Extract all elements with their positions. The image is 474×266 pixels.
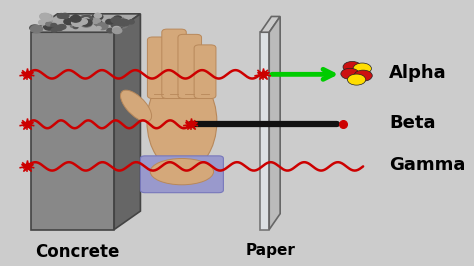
Circle shape xyxy=(111,21,123,28)
Text: Beta: Beta xyxy=(389,114,436,132)
Circle shape xyxy=(94,20,102,25)
Ellipse shape xyxy=(147,72,217,172)
Circle shape xyxy=(96,27,101,30)
Circle shape xyxy=(81,20,92,27)
Text: Paper: Paper xyxy=(246,243,295,258)
Polygon shape xyxy=(269,16,280,230)
Circle shape xyxy=(73,26,78,28)
Circle shape xyxy=(44,23,55,30)
Circle shape xyxy=(51,23,57,27)
FancyBboxPatch shape xyxy=(178,34,201,98)
Circle shape xyxy=(118,19,129,26)
Text: Gamma: Gamma xyxy=(389,156,465,174)
Circle shape xyxy=(30,25,39,31)
Circle shape xyxy=(92,14,103,20)
Circle shape xyxy=(64,19,73,24)
Ellipse shape xyxy=(150,159,214,185)
Polygon shape xyxy=(261,32,269,230)
Circle shape xyxy=(57,14,65,18)
Circle shape xyxy=(125,16,130,19)
Circle shape xyxy=(94,14,100,17)
Circle shape xyxy=(81,15,91,20)
Circle shape xyxy=(62,16,66,18)
Circle shape xyxy=(354,70,372,81)
Circle shape xyxy=(119,21,128,26)
FancyBboxPatch shape xyxy=(140,156,223,193)
Circle shape xyxy=(83,18,89,21)
Circle shape xyxy=(61,13,69,18)
Circle shape xyxy=(111,17,121,23)
Circle shape xyxy=(58,24,66,29)
Circle shape xyxy=(71,24,76,27)
Circle shape xyxy=(46,22,52,26)
Text: Alpha: Alpha xyxy=(389,64,447,82)
Circle shape xyxy=(94,14,101,18)
Circle shape xyxy=(114,16,122,21)
Circle shape xyxy=(72,19,83,26)
Circle shape xyxy=(347,74,366,85)
Circle shape xyxy=(126,20,132,24)
Circle shape xyxy=(40,13,50,20)
FancyBboxPatch shape xyxy=(162,29,186,98)
Circle shape xyxy=(40,14,46,18)
Circle shape xyxy=(106,19,113,24)
Circle shape xyxy=(73,15,78,18)
Circle shape xyxy=(341,68,359,79)
Circle shape xyxy=(127,20,134,24)
Circle shape xyxy=(120,18,128,23)
Circle shape xyxy=(70,16,81,22)
Circle shape xyxy=(33,29,40,32)
Circle shape xyxy=(79,19,91,26)
Circle shape xyxy=(55,25,64,31)
Polygon shape xyxy=(31,32,114,230)
Circle shape xyxy=(118,23,128,28)
FancyBboxPatch shape xyxy=(147,37,170,98)
Circle shape xyxy=(47,15,51,18)
Circle shape xyxy=(123,20,129,24)
Polygon shape xyxy=(114,14,140,230)
Circle shape xyxy=(78,19,87,24)
Circle shape xyxy=(51,28,57,32)
Circle shape xyxy=(97,23,108,30)
Ellipse shape xyxy=(120,90,152,122)
Polygon shape xyxy=(31,14,140,32)
Circle shape xyxy=(72,19,83,26)
Circle shape xyxy=(81,19,92,26)
Circle shape xyxy=(107,28,114,33)
Circle shape xyxy=(47,20,52,23)
Circle shape xyxy=(353,63,372,74)
Circle shape xyxy=(343,61,361,73)
Circle shape xyxy=(81,15,92,22)
Circle shape xyxy=(41,14,53,21)
Circle shape xyxy=(113,27,120,31)
Circle shape xyxy=(91,18,100,24)
Circle shape xyxy=(52,24,56,26)
Text: Concrete: Concrete xyxy=(35,243,119,261)
Polygon shape xyxy=(261,16,280,32)
FancyBboxPatch shape xyxy=(194,45,216,98)
Circle shape xyxy=(31,25,43,33)
Circle shape xyxy=(39,20,47,25)
Circle shape xyxy=(112,28,122,34)
